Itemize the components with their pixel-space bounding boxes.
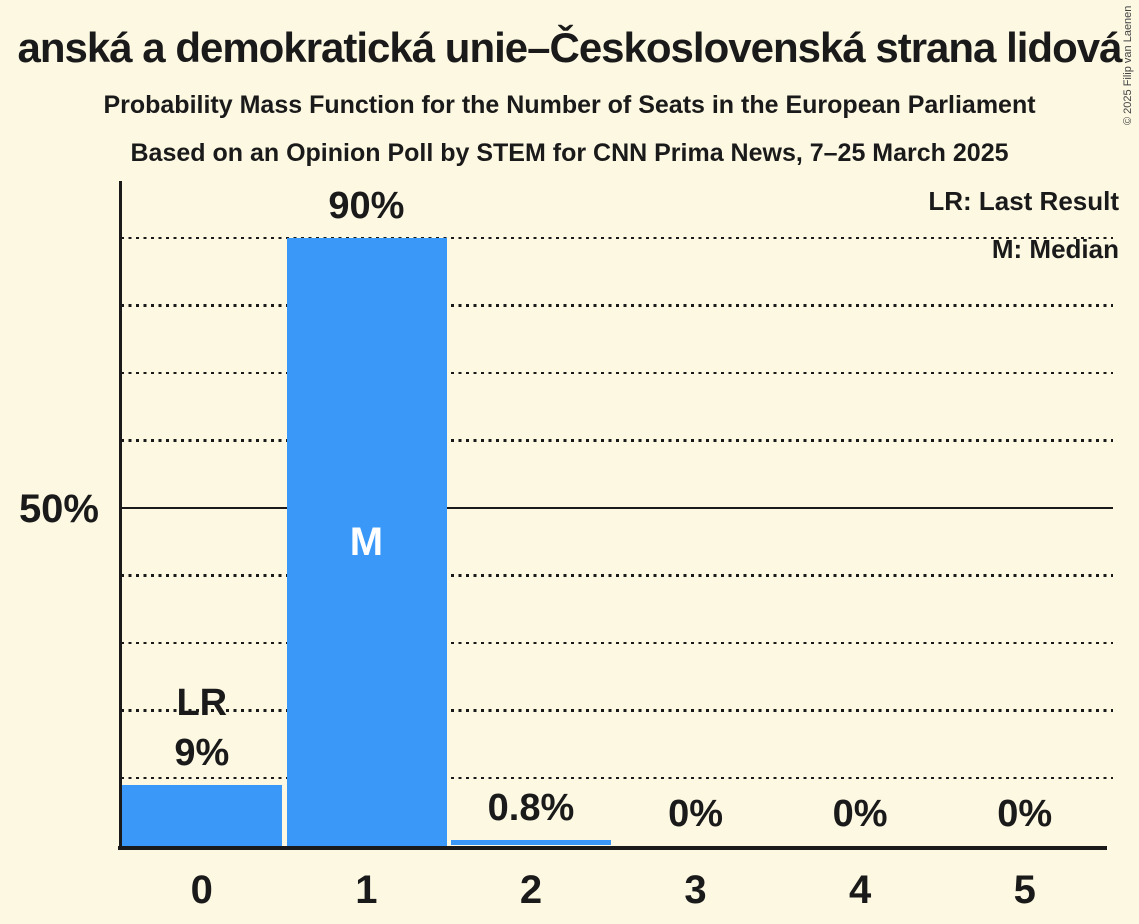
gridline-90pct <box>121 236 1113 240</box>
y-axis-line <box>119 181 122 850</box>
value-label-seats-0: 9% <box>174 731 230 774</box>
x-tick-label-3: 3 <box>684 868 707 912</box>
last-result-marker: LR <box>176 681 228 724</box>
value-label-seats-1: 90% <box>328 185 405 227</box>
gridline-60pct <box>121 439 1113 442</box>
bar-seats-0 <box>120 784 283 846</box>
copyright-text: © 2025 Filip van Laenen <box>1122 5 1134 125</box>
value-label-seats-4: 0% <box>832 792 888 835</box>
value-label-seats-5: 0% <box>997 792 1053 835</box>
y-axis-tick-label: 50% <box>18 487 99 531</box>
x-axis-line <box>118 845 1107 850</box>
gridline-40pct <box>121 574 1113 577</box>
median-marker: M <box>349 519 384 564</box>
bar-seats-2 <box>451 840 612 846</box>
chart-title: anská a demokratická unie–Československá… <box>17 24 1123 71</box>
legend-entry-median: M: Median <box>991 234 1119 264</box>
poll-details-subtitle: Based on an Opinion Poll by STEM for CNN… <box>130 139 1009 167</box>
gridline-20pct <box>121 709 1113 712</box>
gridline-30pct <box>121 641 1113 645</box>
bar-seats-1 <box>286 238 447 846</box>
value-label-seats-3: 0% <box>668 792 723 835</box>
gridline-50pct <box>121 506 1113 510</box>
legend-entry-last-result: LR: Last Result <box>928 186 1119 216</box>
chart-subtitle: Probability Mass Function for the Number… <box>103 91 1036 119</box>
x-tick-label-5: 5 <box>1013 868 1036 912</box>
gridline-10pct <box>121 776 1113 780</box>
value-label-seats-2: 0.8% <box>487 787 575 830</box>
x-tick-label-2: 2 <box>519 868 543 912</box>
x-tick-label-1: 1 <box>355 868 378 912</box>
gridline-80pct <box>121 304 1113 307</box>
x-tick-label-0: 0 <box>190 868 213 912</box>
gridline-70pct <box>121 371 1113 375</box>
x-tick-label-4: 4 <box>849 868 872 912</box>
